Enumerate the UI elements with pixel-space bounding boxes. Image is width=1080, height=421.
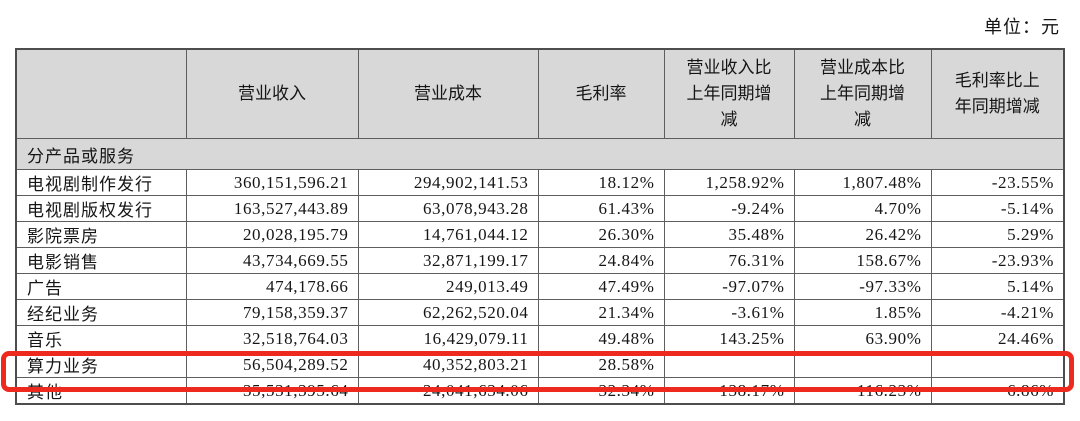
- cell-cost: 63,078,943.28: [357, 195, 539, 222]
- cell-margin-yoy: 5.14%: [930, 273, 1065, 300]
- col-header-cost-yoy: 营业成本比上年同期增减: [793, 48, 932, 139]
- cell-revenue: 360,151,596.21: [185, 169, 359, 196]
- cell-margin-yoy: 5.29%: [930, 221, 1065, 248]
- cell-cost: 40,352,803.21: [357, 351, 539, 378]
- cell-margin-yoy: -4.21%: [930, 299, 1065, 326]
- col-header-margin-yoy: 毛利率比上年同期增减: [930, 48, 1065, 139]
- cell-cost-yoy: -97.33%: [793, 273, 932, 300]
- cell-gross-margin: 49.48%: [537, 325, 665, 352]
- cell-category: 电视剧版权发行: [15, 195, 187, 222]
- row-music: 音乐 32,518,764.03 16,429,079.11 49.48% 14…: [15, 325, 1065, 352]
- cell-cost: 62,262,520.04: [357, 299, 539, 326]
- cell-cost-yoy: 4.70%: [793, 195, 932, 222]
- cell-revenue: 474,178.66: [185, 273, 359, 300]
- cell-cost: 16,429,079.11: [357, 325, 539, 352]
- cell-cost: 294,902,141.53: [357, 169, 539, 196]
- cell-category: 算力业务: [15, 351, 187, 378]
- cell-margin-yoy: 24.46%: [930, 325, 1065, 352]
- cell-revenue-yoy: 143.25%: [663, 325, 795, 352]
- cell-gross-margin: 21.34%: [537, 299, 665, 326]
- cell-gross-margin: 61.43%: [537, 195, 665, 222]
- cell-cost-yoy: 1.85%: [793, 299, 932, 326]
- cell-category: 其他: [15, 377, 187, 405]
- cell-cost-yoy: 158.67%: [793, 247, 932, 274]
- cell-gross-margin: 32.34%: [537, 377, 665, 405]
- cell-margin-yoy: -23.93%: [930, 247, 1065, 274]
- cell-gross-margin: 28.58%: [537, 351, 665, 378]
- col-header-cost: 营业成本: [357, 48, 539, 139]
- row-film-sales: 电影销售 43,734,669.55 32,871,199.17 24.84% …: [15, 247, 1065, 274]
- cell-cost-yoy: [793, 351, 932, 378]
- col-header-gross-margin: 毛利率: [537, 48, 665, 139]
- row-computing-power-business: 算力业务 56,504,289.52 40,352,803.21 28.58%: [15, 351, 1065, 378]
- row-tv-copyright-distribution: 电视剧版权发行 163,527,443.89 63,078,943.28 61.…: [15, 195, 1065, 222]
- cell-cost: 249,013.49: [357, 273, 539, 300]
- cell-gross-margin: 24.84%: [537, 247, 665, 274]
- header-row: 营业收入 营业成本 毛利率 营业收入比上年同期增减 营业成本比上年同期增减 毛利…: [15, 48, 1065, 139]
- cell-category: 电影销售: [15, 247, 187, 274]
- cell-category: 广告: [15, 273, 187, 300]
- section-label: 分产品或服务: [15, 138, 1065, 170]
- cell-category: 电视剧制作发行: [15, 169, 187, 196]
- cell-margin-yoy: -5.14%: [930, 195, 1065, 222]
- cell-gross-margin: 47.49%: [537, 273, 665, 300]
- cell-category: 影院票房: [15, 221, 187, 248]
- col-header-revenue-yoy: 营业收入比上年同期增减: [663, 48, 795, 139]
- cell-revenue: 35,531,395.64: [185, 377, 359, 405]
- cell-revenue-yoy: -3.61%: [663, 299, 795, 326]
- col-header-category: [15, 48, 187, 139]
- cell-revenue-yoy: -9.24%: [663, 195, 795, 222]
- cell-revenue-yoy: 76.31%: [663, 247, 795, 274]
- cell-revenue: 32,518,764.03: [185, 325, 359, 352]
- cell-revenue-yoy: 1,258.92%: [663, 169, 795, 196]
- unit-label: 单位：元: [984, 17, 1060, 37]
- cell-revenue: 163,527,443.89: [185, 195, 359, 222]
- cell-revenue-yoy: -97.07%: [663, 273, 795, 300]
- cell-revenue-yoy: [663, 351, 795, 378]
- cell-cost: 24,041,634.06: [357, 377, 539, 405]
- row-cinema-box-office: 影院票房 20,028,195.79 14,761,044.12 26.30% …: [15, 221, 1065, 248]
- product-service-revenue-table: 营业收入 营业成本 毛利率 营业收入比上年同期增减 营业成本比上年同期增减 毛利…: [15, 48, 1065, 405]
- row-advertising: 广告 474,178.66 249,013.49 47.49% -97.07% …: [15, 273, 1065, 300]
- cell-margin-yoy: [930, 351, 1065, 378]
- cell-cost-yoy: 116.23%: [793, 377, 932, 405]
- cell-gross-margin: 26.30%: [537, 221, 665, 248]
- cell-revenue-yoy: 138.17%: [663, 377, 795, 405]
- row-other: 其他 35,531,395.64 24,041,634.06 32.34% 13…: [15, 377, 1065, 405]
- cell-category: 经纪业务: [15, 299, 187, 326]
- cell-revenue: 56,504,289.52: [185, 351, 359, 378]
- row-tv-production-distribution: 电视剧制作发行 360,151,596.21 294,902,141.53 18…: [15, 169, 1065, 196]
- cell-cost: 32,871,199.17: [357, 247, 539, 274]
- cell-revenue: 43,734,669.55: [185, 247, 359, 274]
- cell-gross-margin: 18.12%: [537, 169, 665, 196]
- cell-revenue-yoy: 35.48%: [663, 221, 795, 248]
- cell-margin-yoy: -23.55%: [930, 169, 1065, 196]
- cell-margin-yoy: 6.86%: [930, 377, 1065, 405]
- cell-cost: 14,761,044.12: [357, 221, 539, 248]
- row-agency-business: 经纪业务 79,158,359.37 62,262,520.04 21.34% …: [15, 299, 1065, 326]
- cell-revenue: 79,158,359.37: [185, 299, 359, 326]
- section-row-by-product-or-service: 分产品或服务: [15, 138, 1065, 170]
- cell-cost-yoy: 1,807.48%: [793, 169, 932, 196]
- cell-cost-yoy: 63.90%: [793, 325, 932, 352]
- cell-cost-yoy: 26.42%: [793, 221, 932, 248]
- col-header-revenue: 营业收入: [185, 48, 359, 139]
- cell-revenue: 20,028,195.79: [185, 221, 359, 248]
- cell-category: 音乐: [15, 325, 187, 352]
